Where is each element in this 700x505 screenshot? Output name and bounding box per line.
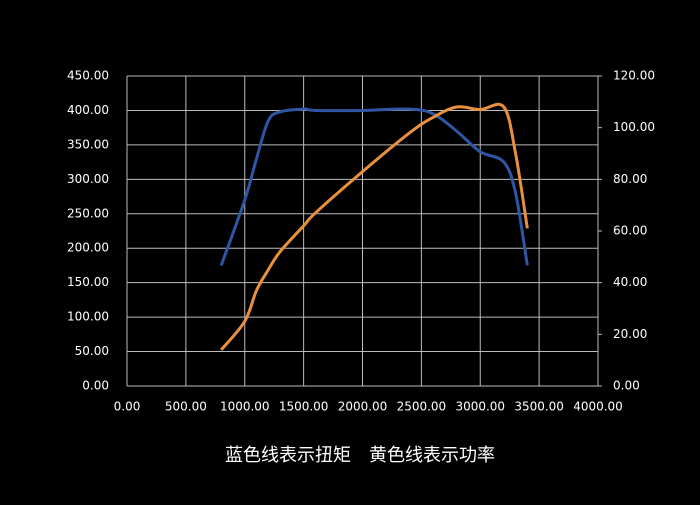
series-line	[220, 102, 529, 351]
y-tick-label: 300.00	[67, 172, 109, 186]
caption: 蓝色线表示扭矩 黄色线表示功率	[225, 445, 495, 466]
x-tick-label: 2500.00	[397, 400, 447, 414]
x-tick-label: 1000.00	[220, 400, 270, 414]
y-tick-label: 400.00	[67, 103, 109, 117]
y-tick-label: 0.00	[82, 379, 109, 393]
y-tick-label: 150.00	[67, 275, 109, 289]
x-tick-label: 500.00	[165, 400, 207, 414]
y-tick-label: 200.00	[67, 241, 109, 255]
y2-tick-label: 80.00	[613, 172, 647, 186]
y2-tick-label: 120.00	[613, 69, 655, 83]
x-tick-label: 3000.00	[455, 400, 505, 414]
y-tick-label: 100.00	[67, 310, 109, 324]
x-tick-label: 4000.00	[573, 400, 623, 414]
y2-tick-label: 0.00	[613, 379, 640, 393]
y2-tick-label: 100.00	[613, 120, 655, 134]
x-tick-label: 2000.00	[338, 400, 388, 414]
y-tick-label: 450.00	[67, 69, 109, 83]
series-line	[219, 107, 529, 266]
y-tick-label: 50.00	[75, 344, 109, 358]
x-tick-label: 0.00	[114, 400, 141, 414]
x-tick-label: 1500.00	[279, 400, 329, 414]
y2-tick-label: 60.00	[613, 224, 647, 238]
y2-tick-label: 20.00	[613, 327, 647, 341]
y-tick-label: 250.00	[67, 206, 109, 220]
x-tick-label: 3500.00	[514, 400, 564, 414]
y-tick-label: 350.00	[67, 137, 109, 151]
y2-tick-label: 40.00	[613, 275, 647, 289]
